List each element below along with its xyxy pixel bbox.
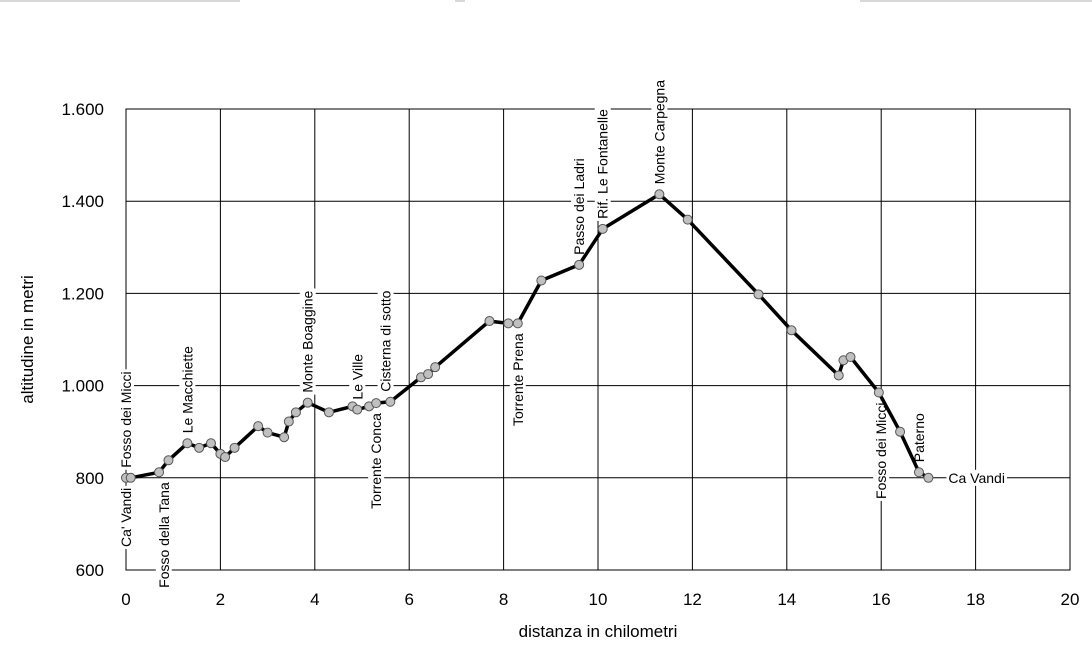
- top-edge-bar-left: [0, 0, 240, 2]
- y-tick-label: 800: [76, 469, 104, 488]
- data-point: [833, 370, 844, 381]
- data-point: [923, 472, 934, 483]
- annotation-background: [946, 469, 1007, 486]
- annotation-background: [509, 331, 526, 428]
- annotation-label: Le Macchiette: [179, 346, 195, 433]
- data-point: [253, 421, 264, 432]
- annotation-background: [349, 351, 366, 402]
- annotation-background: [910, 411, 927, 465]
- data-point: [512, 318, 523, 329]
- y-tick-label: 1.000: [61, 377, 104, 396]
- annotation-background: [571, 156, 588, 257]
- data-point: [484, 316, 495, 327]
- data-point: [845, 352, 856, 363]
- top-edge-bar-right: [860, 0, 1092, 2]
- annotation-label: Torrente Conca: [368, 413, 384, 509]
- y-tick-label: 600: [76, 561, 104, 580]
- annotation-label: Ca Vandi: [948, 470, 1005, 486]
- annotation-label: Fosso della Tana: [156, 482, 172, 588]
- data-point: [423, 369, 434, 380]
- x-tick-label: 14: [777, 590, 796, 609]
- data-point: [154, 467, 165, 478]
- annotation-background: [594, 106, 611, 221]
- annotation-label: Fosso dei Micci: [118, 371, 134, 467]
- y-tick-label: 1.200: [61, 284, 104, 303]
- annotation-background: [155, 480, 172, 590]
- annotation-label: Monte Boaggine: [300, 290, 316, 392]
- x-tick-label: 18: [966, 590, 985, 609]
- data-point: [229, 442, 240, 453]
- x-tick-label: 10: [589, 590, 608, 609]
- annotation-label: Le Ville: [349, 354, 365, 400]
- annotation-label: Cisterna di sotto: [378, 290, 394, 391]
- annotation-label: Passo dei Ladri: [571, 158, 587, 255]
- data-point: [262, 427, 273, 438]
- data-point: [182, 438, 193, 449]
- series-line: [126, 192, 930, 480]
- data-point: [323, 407, 334, 418]
- x-tick-label: 6: [404, 590, 413, 609]
- annotation-background: [377, 288, 394, 394]
- data-point: [205, 438, 216, 449]
- data-point: [352, 404, 363, 415]
- annotation-background: [299, 288, 316, 395]
- x-tick-label: 12: [683, 590, 702, 609]
- annotation-background: [179, 343, 196, 436]
- annotation-label: Torrente Prena: [510, 333, 526, 426]
- data-point: [371, 398, 382, 409]
- data-point: [220, 452, 231, 463]
- annotations: Fosso dei Micci Ca' Vandi Fosso della Tana…: [118, 80, 1005, 588]
- y-tick-label: 1.400: [61, 192, 104, 211]
- annotation-label: Fosso dei Micci: [873, 403, 889, 499]
- annotation-backgrounds: [118, 77, 1007, 590]
- data-point: [279, 432, 290, 443]
- annotation-background: [368, 410, 385, 511]
- x-tick-label: 2: [216, 590, 225, 609]
- data-point: [895, 426, 906, 437]
- data-point: [194, 442, 205, 453]
- series-markers: [121, 189, 934, 483]
- data-point: [873, 387, 884, 398]
- x-tick-label: 20: [1061, 590, 1080, 609]
- data-point: [913, 467, 924, 478]
- data-point: [503, 318, 514, 329]
- data-point: [753, 289, 764, 300]
- data-point: [597, 223, 608, 234]
- x-tick-label: 8: [499, 590, 508, 609]
- data-point: [163, 455, 174, 466]
- annotation-label: Rif. Le Fontanelle: [595, 109, 611, 219]
- annotation-background: [873, 400, 890, 501]
- data-point: [430, 362, 441, 373]
- y-axis-label: altitudine in metri: [18, 275, 37, 404]
- annotation-label: Paterno: [911, 413, 927, 462]
- annotation-background: [118, 485, 134, 550]
- data-point: [385, 396, 396, 407]
- x-tick-label: 4: [310, 590, 319, 609]
- data-point: [290, 407, 301, 418]
- x-axis-label: distanza in chilometri: [519, 622, 678, 641]
- data-point: [283, 416, 294, 427]
- annotation-background: [651, 77, 668, 187]
- data-point: [125, 472, 136, 483]
- annotation-label: Ca' Vandi: [118, 488, 134, 547]
- top-edge-bar-mid: [455, 0, 465, 2]
- data-point: [536, 275, 547, 286]
- x-tick-label: 0: [121, 590, 130, 609]
- x-tick-labels: 0 2 4 6 8 10 12 14 16 18 20: [121, 590, 1079, 609]
- data-point: [682, 214, 693, 225]
- data-point: [302, 397, 313, 408]
- data-point: [786, 325, 797, 336]
- y-tick-labels: 600 800 1.000 1.200 1.400 1.600: [61, 100, 104, 580]
- annotation-background: [118, 369, 134, 470]
- annotation-label: Monte Carpegna: [651, 80, 667, 185]
- y-tick-label: 1.600: [61, 100, 104, 119]
- x-tick-label: 16: [872, 590, 891, 609]
- data-point: [654, 189, 665, 200]
- data-point: [574, 259, 585, 270]
